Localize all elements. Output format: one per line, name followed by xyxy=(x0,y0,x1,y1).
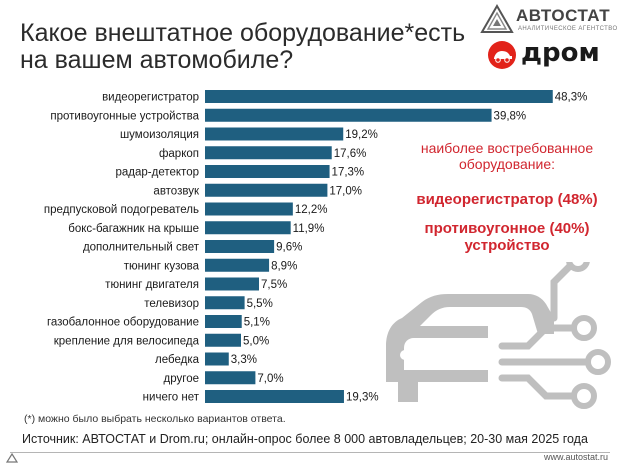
category-label: предпусковой подогреватель xyxy=(44,204,199,216)
bar xyxy=(205,258,270,272)
value-label: 8,9% xyxy=(271,260,297,272)
avtostat-name: АВТОСТАТ xyxy=(516,6,611,25)
bar xyxy=(205,296,245,310)
drom-name: дром xyxy=(521,38,600,68)
page-title: Какое внештатное оборудование*есть на ва… xyxy=(20,19,466,74)
value-label: 17,3% xyxy=(332,167,365,179)
category-label: шумоизоляция xyxy=(120,129,199,141)
category-label: противоугонные устройства xyxy=(50,110,199,122)
bar xyxy=(205,183,328,197)
bar xyxy=(205,240,275,253)
bar xyxy=(205,371,256,385)
bar xyxy=(205,202,293,216)
bar xyxy=(205,352,229,366)
connected-car-illustration xyxy=(386,262,611,409)
category-label: видеорегистратор xyxy=(102,92,199,104)
value-label: 17,0% xyxy=(329,185,362,197)
bar xyxy=(205,221,291,235)
footer-divider xyxy=(10,452,610,453)
value-label: 39,8% xyxy=(494,110,527,122)
avtostat-triangle-icon xyxy=(480,4,514,33)
category-label: ничего нет xyxy=(143,392,200,404)
avtostat-logo: АВТОСТАТ АНАЛИТИЧЕСКОЕ АГЕНТСТВО xyxy=(480,4,617,38)
title-line-2: на вашем автомобиле? xyxy=(20,46,294,74)
value-label: 7,5% xyxy=(261,279,287,291)
value-label: 5,1% xyxy=(244,317,270,329)
highlight-note: наиболее востребованное оборудование: ви… xyxy=(396,140,618,254)
category-label: тюнинг кузова xyxy=(124,260,200,272)
drom-badge-icon xyxy=(488,41,516,69)
value-label: 17,6% xyxy=(334,148,367,160)
value-label: 7,0% xyxy=(257,373,283,385)
category-label: бокс-багажник на крыше xyxy=(68,223,199,235)
note-header-line-1: наиболее востребованное xyxy=(420,140,594,156)
value-label: 3,3% xyxy=(231,354,257,366)
value-label: 5,5% xyxy=(247,298,273,310)
footer-url: www.autostat.ru xyxy=(543,452,608,462)
bar xyxy=(205,333,241,347)
bar xyxy=(205,90,553,103)
title-line-1: Какое внештатное оборудование*есть xyxy=(20,19,466,47)
value-label: 12,2% xyxy=(295,204,328,216)
bar xyxy=(205,390,344,403)
value-label: 9,6% xyxy=(276,242,302,254)
category-label: фаркоп xyxy=(159,148,199,160)
bar xyxy=(205,127,344,141)
category-label: тюнинг двигателя xyxy=(105,279,199,291)
avtostat-subtitle: АНАЛИТИЧЕСКОЕ АГЕНТСТВО xyxy=(518,26,618,32)
category-label: лебедка xyxy=(155,354,200,366)
bar xyxy=(205,108,492,122)
bar xyxy=(205,146,332,160)
category-label: дополнительный свет xyxy=(83,242,200,254)
drom-logo: дром xyxy=(487,38,607,72)
note-highlight-dashcam: видеорегистратор (48%) xyxy=(416,191,598,208)
category-label: газобалонное оборудование xyxy=(47,317,199,329)
value-label: 48,3% xyxy=(555,92,588,104)
value-label: 5,0% xyxy=(243,335,269,347)
note-header-line-2: оборудование: xyxy=(458,156,555,172)
category-label: автозвук xyxy=(153,185,200,197)
note-highlight-antitheft-line-2: устройство xyxy=(464,237,550,254)
footnote: (*) можно было выбрать несколько вариант… xyxy=(24,413,286,425)
bar xyxy=(205,165,330,178)
bar xyxy=(205,277,259,291)
category-label: крепление для велосипеда xyxy=(54,335,200,347)
value-label: 11,9% xyxy=(293,223,325,235)
source-note: Источник: АВТОСТАТ и Drom.ru; онлайн-опр… xyxy=(22,432,588,446)
note-highlight-antitheft-line-1: противоугонное (40%) xyxy=(424,220,590,237)
category-label: телевизор xyxy=(144,298,199,310)
value-label: 19,3% xyxy=(346,392,379,404)
footer-triangle-icon xyxy=(6,453,18,463)
category-label: радар-детектор xyxy=(116,167,199,179)
bar xyxy=(205,315,242,328)
category-label: другое xyxy=(164,373,199,385)
value-label: 19,2% xyxy=(345,129,378,141)
